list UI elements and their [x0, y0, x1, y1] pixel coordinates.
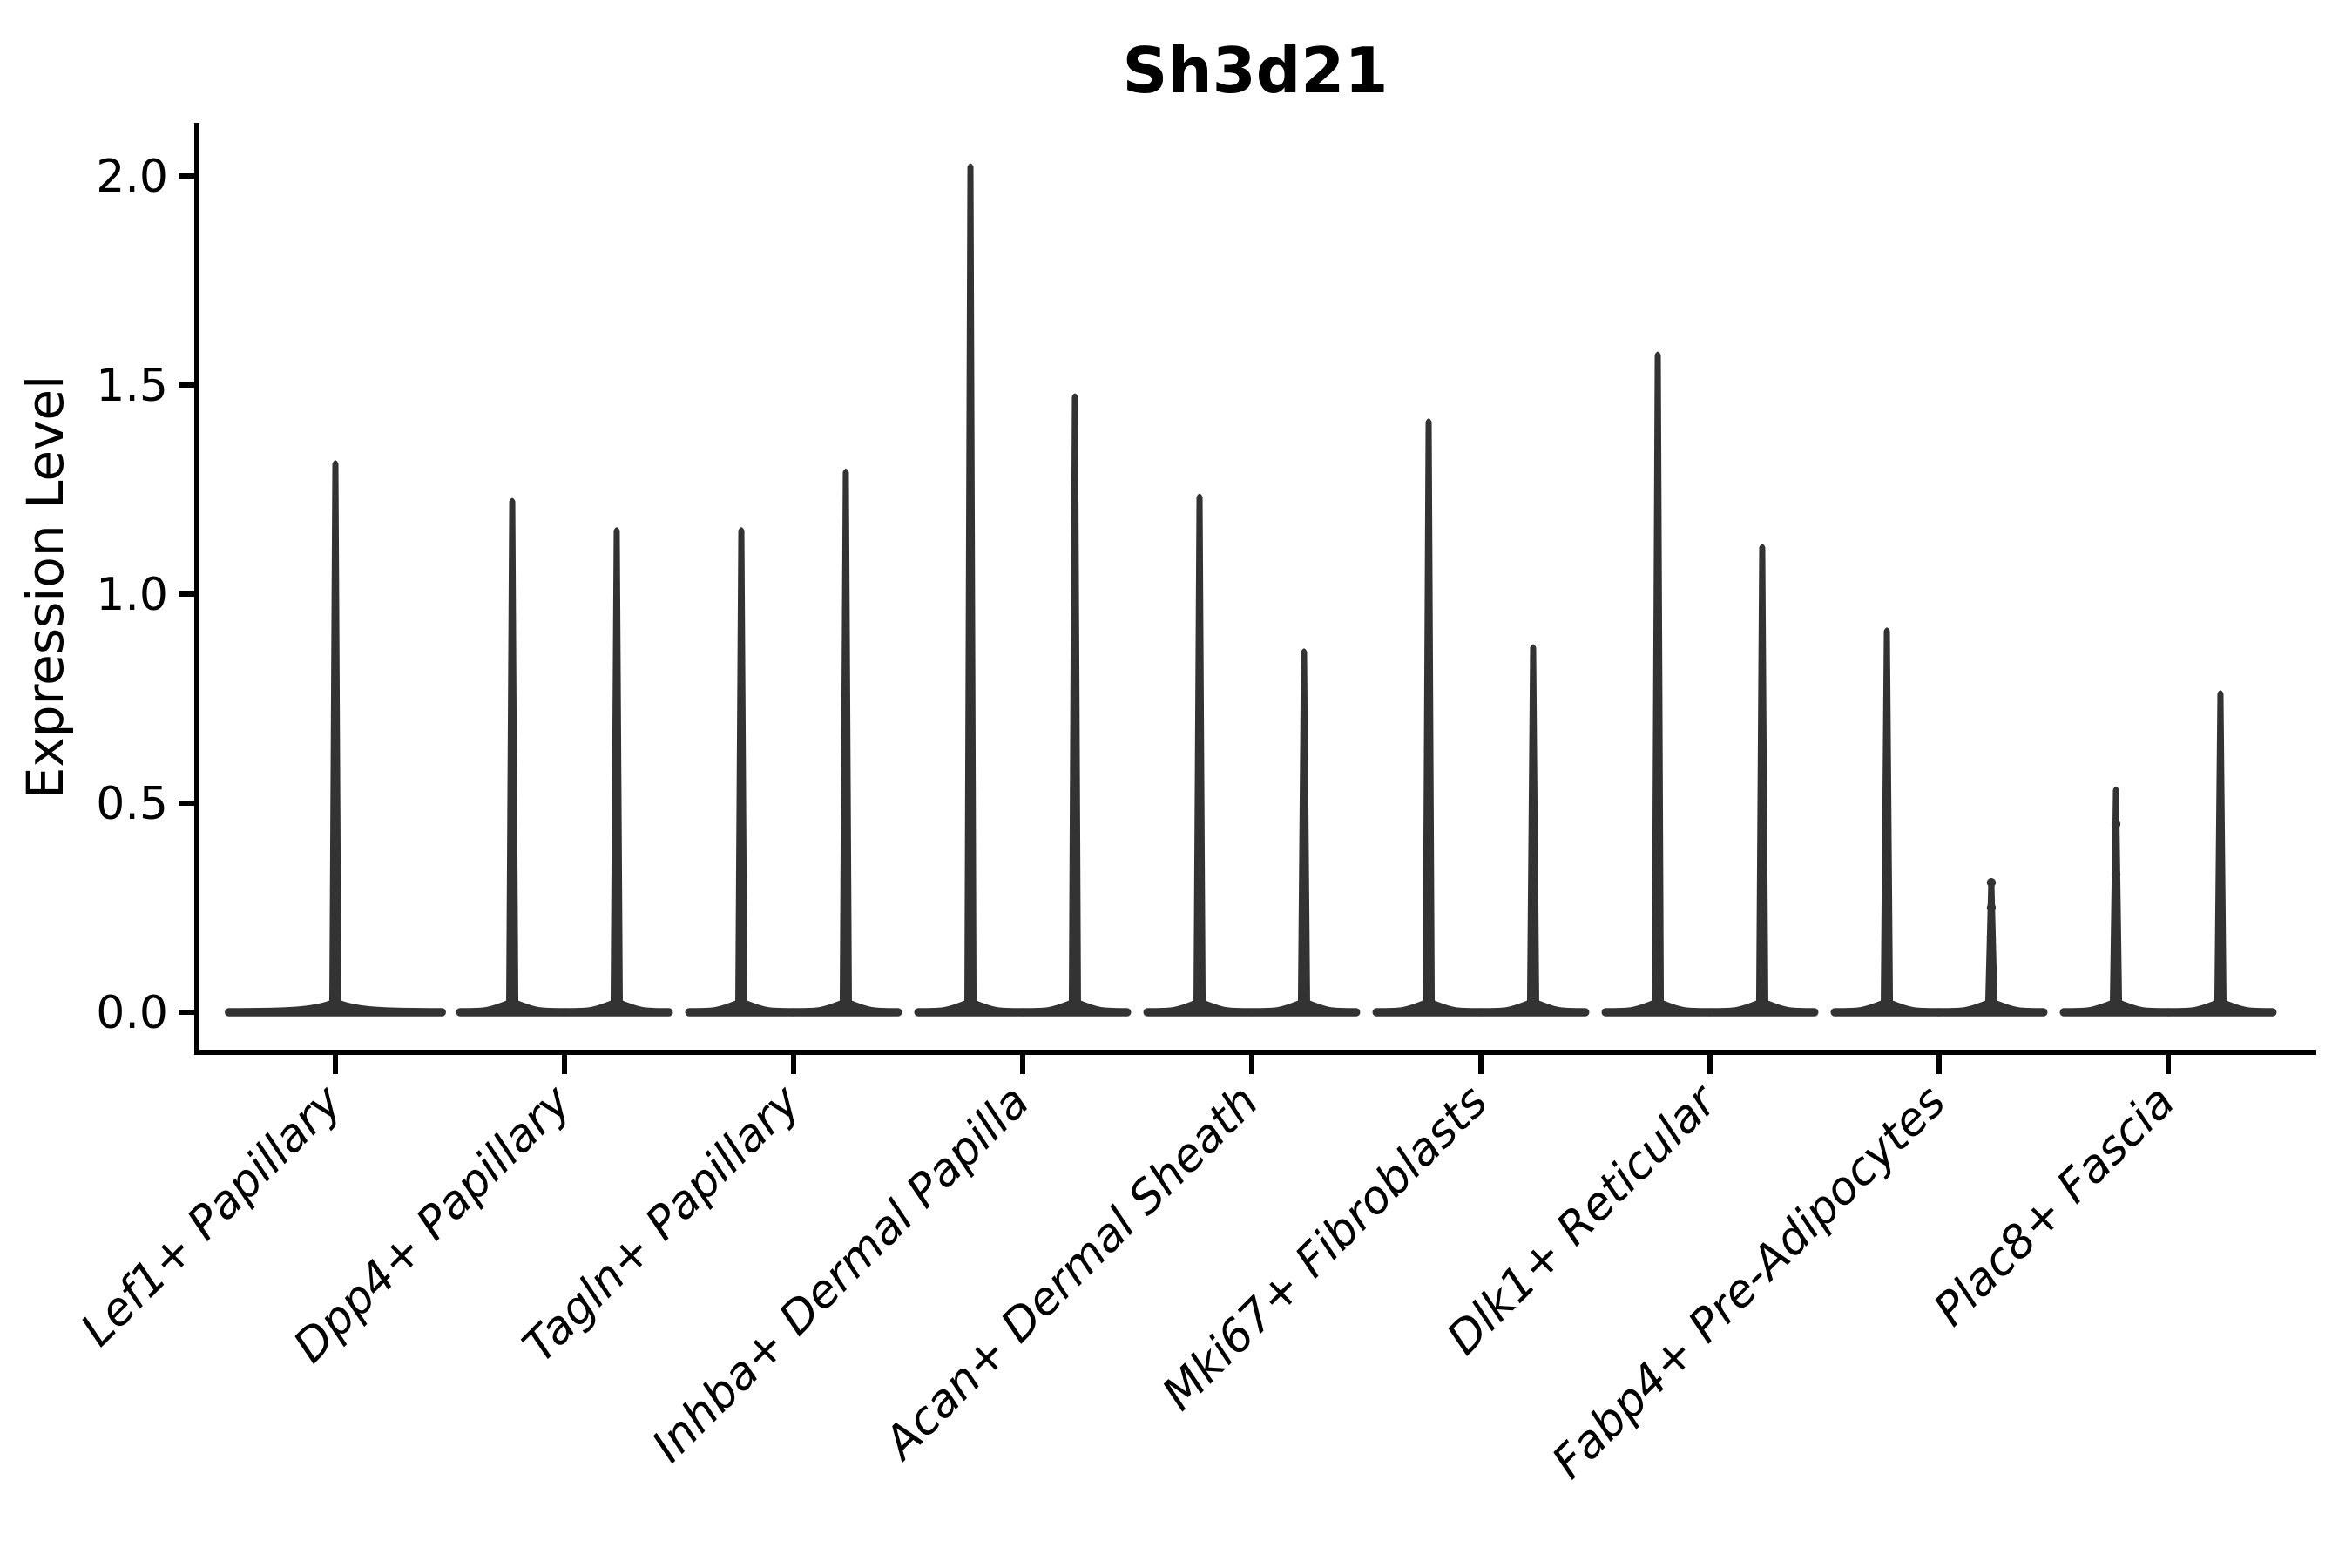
violin-body — [2164, 690, 2277, 1017]
x-tick-label: Inhba+ Dermal Papilla — [642, 1076, 1039, 1473]
violin-jitter-dot — [1194, 962, 1205, 971]
x-axis-spine — [194, 1050, 2316, 1055]
y-tick-mark — [179, 801, 194, 806]
x-tick-mark — [791, 1055, 796, 1074]
violin-jitter-dot — [1194, 928, 1205, 938]
violin-jitter-dot — [2215, 882, 2226, 892]
violin-jitter-dot — [2111, 869, 2121, 879]
y-tick-label: 0.0 — [96, 987, 168, 1039]
x-tick-mark — [1936, 1055, 1942, 1074]
x-tick-label: Acan+ Dermal Sheath — [873, 1076, 1268, 1471]
y-tick-mark — [179, 173, 194, 179]
violin-body — [1143, 493, 1256, 1017]
x-tick-mark — [1707, 1055, 1713, 1074]
y-tick-label: 1.5 — [96, 360, 168, 412]
violin-jitter-dot — [1986, 962, 1997, 971]
violin-body — [1372, 418, 1485, 1017]
violin-body — [1018, 393, 1132, 1017]
violin-body — [1706, 544, 1819, 1017]
violin-body — [1477, 644, 1590, 1017]
violin-jitter-dot — [2215, 957, 2226, 967]
violin-body — [1935, 878, 2048, 1017]
violin-body — [914, 163, 1027, 1017]
violin-body — [1830, 627, 1943, 1017]
violin-body — [560, 527, 673, 1017]
violin-body — [456, 497, 569, 1017]
violin-body — [685, 527, 798, 1017]
violin-jitter-dot — [1194, 986, 1205, 997]
x-tick-mark — [1020, 1055, 1025, 1074]
chart-title: Sh3d21 — [1123, 34, 1389, 107]
y-tick-label: 2.0 — [96, 151, 168, 203]
violin-body — [789, 469, 902, 1017]
violin-jitter-dot — [1986, 986, 1997, 997]
y-tick-label: 1.0 — [96, 569, 168, 621]
violin-body — [225, 460, 446, 1017]
violin-body — [1247, 648, 1361, 1017]
violin-jitter-dot — [2111, 916, 2121, 925]
x-tick-label: Fabp4+ Pre-Adipocytes — [1543, 1076, 1957, 1490]
violin-jitter-dot — [1986, 878, 1997, 888]
x-tick-mark — [333, 1055, 338, 1074]
y-axis-label: Expression Level — [16, 375, 75, 799]
y-tick-label: 0.5 — [96, 778, 168, 830]
violin-jitter-dot — [2111, 819, 2121, 829]
x-tick-mark — [1249, 1055, 1254, 1074]
x-tick-mark — [1478, 1055, 1484, 1074]
violin-jitter-dot — [2111, 949, 2121, 959]
x-tick-mark — [562, 1055, 567, 1074]
violin-body — [1601, 351, 1714, 1017]
x-tick-mark — [2166, 1055, 2171, 1074]
violin-jitter-dot — [1194, 895, 1205, 904]
y-tick-mark — [179, 591, 194, 597]
violin-body — [2059, 786, 2173, 1017]
x-tick-label: Plac8+ Fascia — [1924, 1076, 2185, 1336]
y-tick-mark — [179, 382, 194, 388]
y-tick-mark — [179, 1010, 194, 1015]
violin-jitter-dot — [1986, 902, 1997, 913]
y-axis-spine — [194, 123, 199, 1055]
violin-jitter-dot — [1986, 932, 1997, 942]
violin-jitter-dot — [2111, 978, 2121, 988]
